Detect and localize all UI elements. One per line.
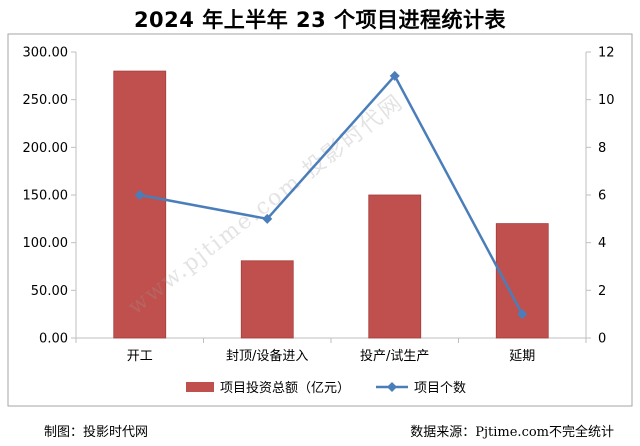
- x-tick-label: 开工: [127, 349, 153, 364]
- y-right-tick-label: 0: [598, 332, 606, 347]
- line-point: [262, 213, 273, 224]
- y-left-tick-label: 50.00: [31, 284, 68, 299]
- y-right-tick-label: 6: [598, 189, 606, 204]
- y-right-tick-label: 10: [598, 93, 615, 108]
- y-right-tick-label: 2: [598, 284, 606, 299]
- legend-swatch-bar: [186, 382, 214, 392]
- footer-credit: 制图：投影时代网: [44, 425, 149, 440]
- legend-label-bar: 项目投资总额（亿元）: [220, 380, 350, 396]
- y-left-tick-label: 200.00: [23, 141, 69, 156]
- x-tick-label: 投产/试生产: [360, 348, 429, 364]
- line-point: [134, 190, 145, 200]
- x-tick-label: 延期: [509, 349, 535, 364]
- bar: [368, 194, 422, 339]
- chart-frame: [7, 33, 633, 407]
- bar: [113, 70, 167, 339]
- line-point: [517, 309, 528, 320]
- bar-series: [113, 70, 549, 339]
- y-left-tick-label: 250.00: [23, 93, 69, 108]
- series-line: [139, 74, 524, 315]
- y-right-tick-label: 8: [598, 141, 606, 156]
- tick-labels: 0.00 50.00 100.00 150.00 200.00 250.00 300.00 0…: [23, 46, 615, 365]
- line-point: [389, 70, 400, 81]
- y-left-tick-label: 100.00: [23, 236, 69, 251]
- legend-label-line: 项目个数: [414, 381, 466, 396]
- y-left-tick-label: 0.00: [39, 332, 68, 347]
- legend: 项目投资总额（亿元） 项目个数: [186, 380, 466, 396]
- y-right-tick-label: 12: [598, 46, 615, 61]
- bar: [240, 260, 294, 339]
- x-tick-label: 封顶/设备进入: [226, 348, 308, 364]
- chart-title: 2024 年上半年 23 个项目进程统计表: [133, 8, 507, 32]
- line-series: [134, 70, 528, 320]
- y-right-tick-label: 4: [598, 236, 606, 251]
- legend-swatch-marker: [387, 382, 397, 392]
- y-left-tick-label: 300.00: [23, 46, 69, 61]
- y-left-tick-label: 150.00: [23, 189, 69, 204]
- footer-source: 数据来源：Pjtime.com不完全统计: [410, 425, 614, 440]
